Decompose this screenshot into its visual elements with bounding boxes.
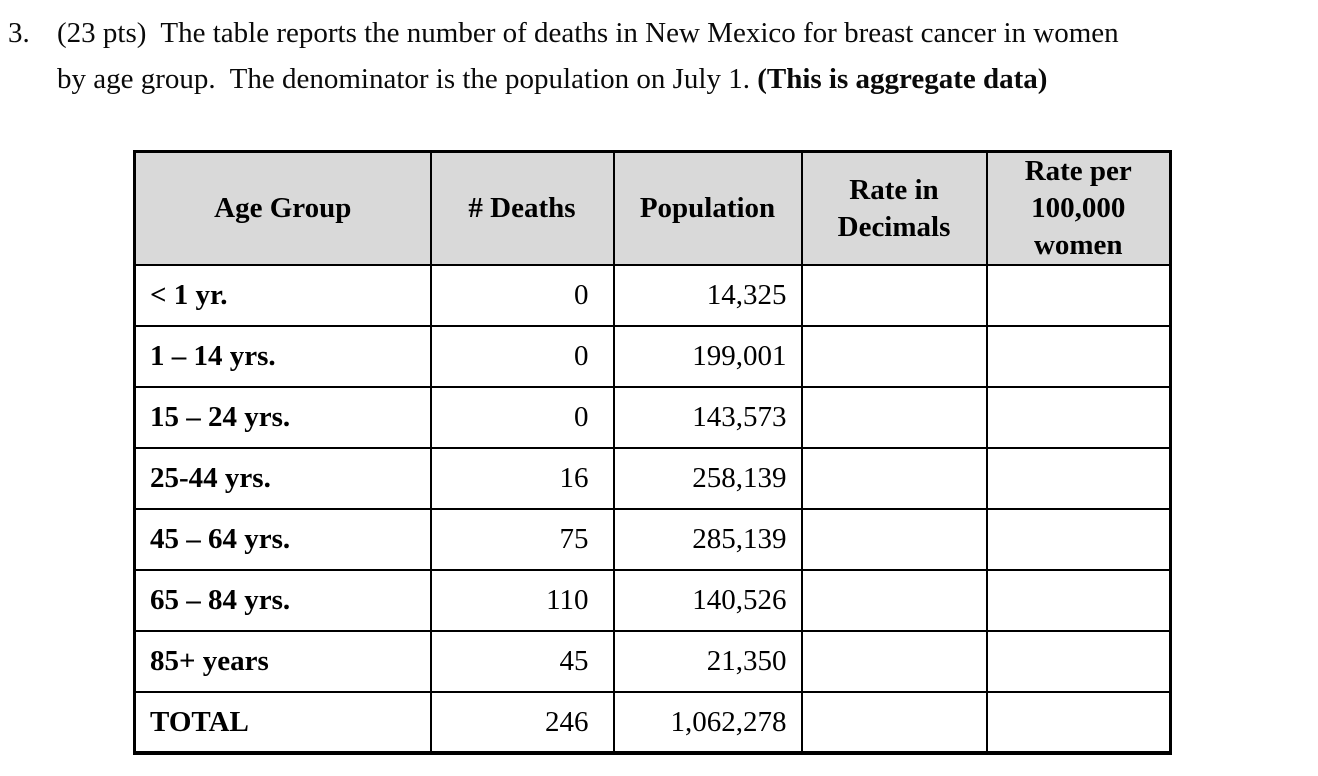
cell-age-group: 45 – 64 yrs. — [133, 508, 432, 571]
cell-population: 199,001 — [612, 325, 803, 388]
table-header-row: Age Group # Deaths Population Rate in De… — [133, 150, 1172, 266]
cell-rate-decimals — [800, 386, 988, 449]
cell-rate-decimals — [800, 508, 988, 571]
header-deaths: # Deaths — [429, 150, 615, 266]
cell-rate-decimals — [800, 691, 988, 754]
cell-deaths: 16 — [429, 447, 615, 510]
cell-age-group: 65 – 84 yrs. — [133, 569, 432, 632]
cell-age-group: 25-44 yrs. — [133, 447, 432, 510]
cell-deaths: 0 — [429, 325, 615, 388]
question-text-line1: (23 pts) The table reports the number of… — [57, 17, 1119, 49]
cell-rate-decimals — [800, 264, 988, 327]
cell-deaths: 75 — [429, 508, 615, 571]
cell-population: 258,139 — [612, 447, 803, 510]
table-row-total: TOTAL 246 1,062,278 — [133, 691, 1172, 754]
cell-rate-decimals — [800, 569, 988, 632]
question-text-line2: by age group. The denominator is the pop… — [57, 63, 758, 95]
cell-rate-per-100k — [985, 264, 1172, 327]
header-rate-decimals: Rate in Decimals — [800, 150, 988, 266]
cell-rate-per-100k — [985, 386, 1172, 449]
cell-population: 1,062,278 — [612, 691, 803, 754]
cell-population: 14,325 — [612, 264, 803, 327]
cell-rate-decimals — [800, 325, 988, 388]
cell-rate-per-100k — [985, 325, 1172, 388]
aggregate-data-note: (This is aggregate data) — [757, 63, 1048, 95]
cell-deaths: 45 — [429, 630, 615, 693]
cell-rate-decimals — [800, 447, 988, 510]
header-age-group: Age Group — [133, 150, 432, 266]
table-row: 15 – 24 yrs. 0 143,573 — [133, 386, 1172, 449]
cell-deaths: 0 — [429, 386, 615, 449]
cell-age-group: 85+ years — [133, 630, 432, 693]
table-row: 25-44 yrs. 16 258,139 — [133, 447, 1172, 510]
table-row: 85+ years 45 21,350 — [133, 630, 1172, 693]
cell-deaths: 0 — [429, 264, 615, 327]
question-number: 3. — [8, 17, 30, 49]
cell-rate-decimals — [800, 630, 988, 693]
cell-age-group: < 1 yr. — [133, 264, 432, 327]
cell-age-group: TOTAL — [133, 691, 432, 754]
question-line-2: by age group. The denominator is the pop… — [57, 62, 1047, 96]
cell-population: 285,139 — [612, 508, 803, 571]
table-row: 1 – 14 yrs. 0 199,001 — [133, 325, 1172, 388]
question-line-1: 3. (23 pts) The table reports the number … — [8, 16, 1119, 50]
cell-age-group: 15 – 24 yrs. — [133, 386, 432, 449]
table-row: < 1 yr. 0 14,325 — [133, 264, 1172, 327]
cell-rate-per-100k — [985, 569, 1172, 632]
cell-rate-per-100k — [985, 691, 1172, 754]
cell-population: 140,526 — [612, 569, 803, 632]
mortality-table: Age Group # Deaths Population Rate in De… — [133, 150, 1172, 755]
table-row: 65 – 84 yrs. 110 140,526 — [133, 569, 1172, 632]
cell-population: 143,573 — [612, 386, 803, 449]
header-rate-per-100k: Rate per 100,000 women — [985, 150, 1172, 266]
cell-rate-per-100k — [985, 630, 1172, 693]
cell-population: 21,350 — [612, 630, 803, 693]
header-population: Population — [612, 150, 803, 266]
cell-age-group: 1 – 14 yrs. — [133, 325, 432, 388]
table-row: 45 – 64 yrs. 75 285,139 — [133, 508, 1172, 571]
cell-rate-per-100k — [985, 447, 1172, 510]
cell-rate-per-100k — [985, 508, 1172, 571]
cell-deaths: 246 — [429, 691, 615, 754]
cell-deaths: 110 — [429, 569, 615, 632]
